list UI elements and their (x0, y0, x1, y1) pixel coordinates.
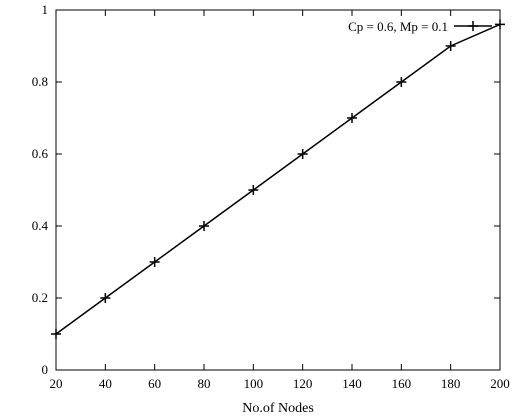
x-tick-label: 200 (490, 376, 510, 391)
series-line (55, 23, 501, 335)
data-point (248, 185, 259, 195)
y-tick-label: 0.6 (32, 146, 49, 161)
legend: Cp = 0.6, Mp = 0.1 (348, 19, 492, 34)
x-tick-label: 160 (392, 376, 412, 391)
y-tick-label: 0 (42, 362, 49, 377)
y-tick-label: 0.8 (32, 74, 48, 89)
data-point (347, 113, 357, 123)
x-tick-label: 180 (441, 376, 461, 391)
y-tick-label: 0.2 (32, 290, 48, 305)
legend-label: Cp = 0.6, Mp = 0.1 (348, 19, 448, 34)
legend-marker (468, 21, 478, 31)
axis-ticks (55, 9, 501, 371)
data-point (100, 293, 111, 303)
y-tick-label: 0.4 (32, 218, 49, 233)
x-tick-label: 60 (148, 376, 161, 391)
y-tick-label: 1 (42, 2, 49, 17)
x-tick-label: 20 (50, 376, 63, 391)
data-point (199, 221, 209, 231)
x-tick-label: 40 (99, 376, 112, 391)
data-point (51, 329, 61, 339)
x-tick-label: 80 (198, 376, 211, 391)
x-tick-label: 140 (342, 376, 362, 391)
x-tick-label: 120 (293, 376, 313, 391)
x-tick-label: 100 (244, 376, 264, 391)
data-point (445, 41, 456, 51)
data-point (149, 257, 160, 267)
plot-frame (55, 9, 501, 371)
data-point (396, 77, 407, 87)
data-point (495, 19, 505, 30)
tick-labels: 20 40 60 80 100 120 140 160 180 200 0 0.2 0.4 0.6 0.8 1 (32, 2, 510, 391)
data-point (297, 149, 308, 159)
series-layer (51, 19, 505, 339)
x-axis-label: No.of Nodes (242, 401, 314, 416)
